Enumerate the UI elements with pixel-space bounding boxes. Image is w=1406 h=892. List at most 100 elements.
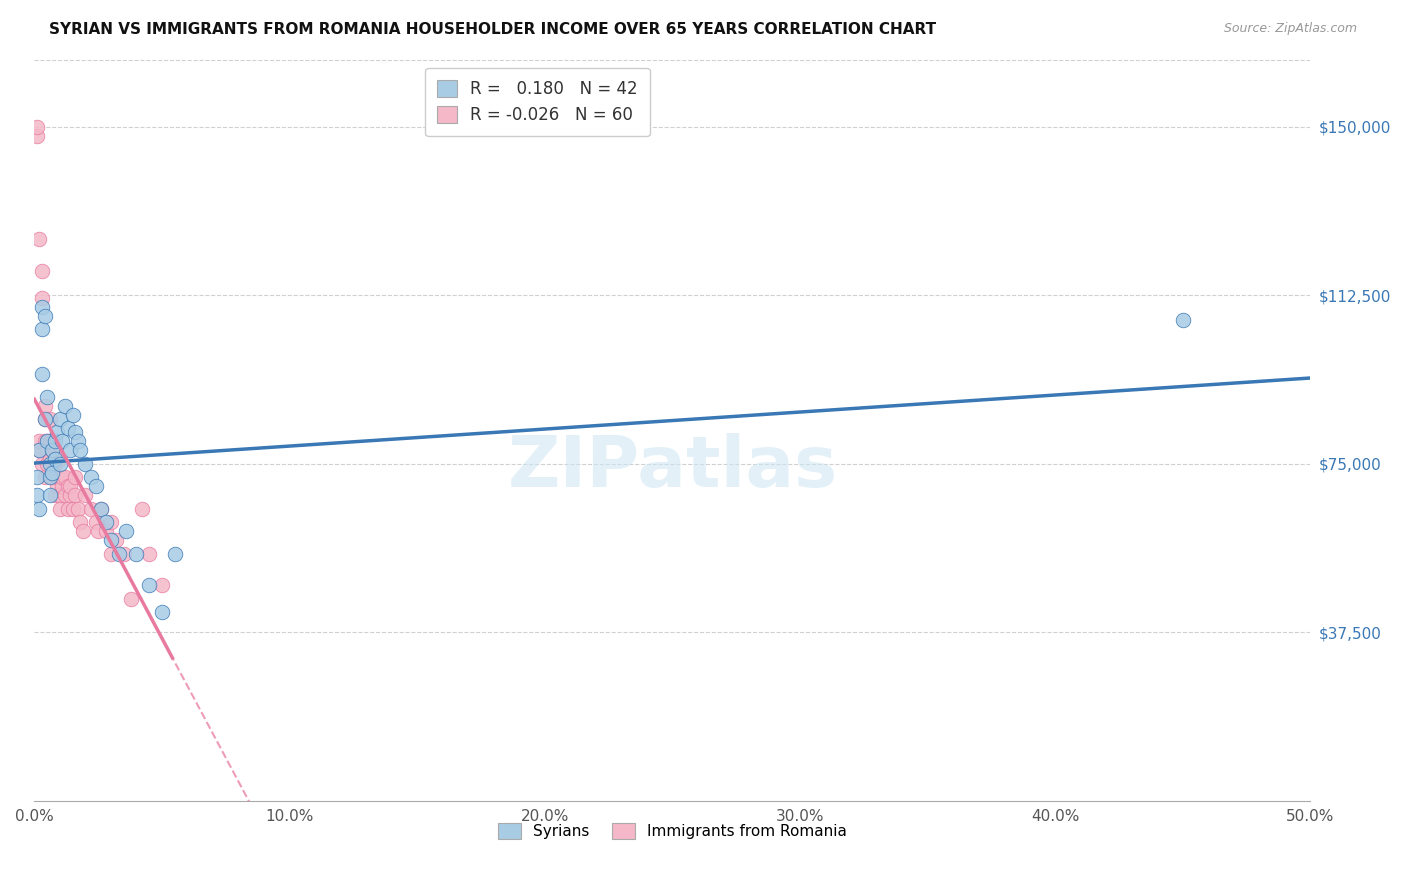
- Point: [53, 488, 76, 502]
- Point: [49, 457, 72, 471]
- Point: [49, 488, 72, 502]
- Point: [59, 479, 82, 493]
- Point: [51, 479, 73, 493]
- Point: [34, 399, 56, 413]
- Point: [28, 232, 51, 246]
- Point: [28, 501, 51, 516]
- Point: [51, 434, 73, 449]
- Point: [28, 443, 51, 458]
- Point: [34, 470, 56, 484]
- Point: [46, 452, 69, 467]
- Point: [44, 488, 66, 502]
- Point: [63, 488, 86, 502]
- Point: [125, 547, 148, 561]
- Point: [75, 457, 97, 471]
- Point: [37, 443, 59, 458]
- Point: [34, 434, 56, 449]
- Point: [63, 425, 86, 440]
- Point: [34, 412, 56, 426]
- Point: [56, 501, 79, 516]
- Point: [94, 524, 117, 539]
- Point: [38, 488, 60, 502]
- Point: [49, 470, 72, 484]
- Legend: Syrians, Immigrants from Romania: Syrians, Immigrants from Romania: [492, 817, 853, 845]
- Point: [63, 470, 86, 484]
- Point: [66, 501, 89, 516]
- Point: [49, 412, 72, 426]
- Point: [150, 578, 173, 592]
- Point: [46, 470, 69, 484]
- Point: [105, 533, 128, 548]
- Point: [38, 452, 60, 467]
- Point: [46, 425, 69, 440]
- Point: [37, 390, 59, 404]
- Point: [115, 524, 138, 539]
- Point: [66, 434, 89, 449]
- Point: [1171, 313, 1194, 327]
- Point: [53, 470, 76, 484]
- Point: [51, 470, 73, 484]
- Point: [79, 470, 101, 484]
- Point: [31, 264, 53, 278]
- Point: [41, 434, 63, 449]
- Point: [72, 524, 94, 539]
- Point: [84, 516, 107, 530]
- Point: [41, 443, 63, 458]
- Point: [44, 434, 66, 449]
- Point: [38, 412, 60, 426]
- Point: [31, 291, 53, 305]
- Point: [69, 516, 91, 530]
- Point: [59, 488, 82, 502]
- Point: [100, 547, 122, 561]
- Point: [59, 443, 82, 458]
- Point: [163, 547, 186, 561]
- Text: ZIPatlas: ZIPatlas: [508, 433, 838, 502]
- Point: [38, 434, 60, 449]
- Text: SYRIAN VS IMMIGRANTS FROM ROMANIA HOUSEHOLDER INCOME OVER 65 YEARS CORRELATION C: SYRIAN VS IMMIGRANTS FROM ROMANIA HOUSEH…: [49, 22, 936, 37]
- Point: [138, 547, 160, 561]
- Point: [37, 434, 59, 449]
- Point: [56, 479, 79, 493]
- Point: [112, 547, 135, 561]
- Point: [90, 501, 112, 516]
- Point: [150, 605, 173, 619]
- Point: [37, 434, 59, 449]
- Point: [25, 488, 48, 502]
- Point: [49, 452, 72, 467]
- Point: [38, 457, 60, 471]
- Point: [87, 524, 110, 539]
- Point: [53, 399, 76, 413]
- Point: [69, 443, 91, 458]
- Point: [28, 434, 51, 449]
- Point: [44, 457, 66, 471]
- Point: [25, 120, 48, 134]
- Point: [100, 533, 122, 548]
- Point: [38, 470, 60, 484]
- Point: [28, 443, 51, 458]
- Point: [75, 488, 97, 502]
- Text: Source: ZipAtlas.com: Source: ZipAtlas.com: [1223, 22, 1357, 36]
- Point: [25, 128, 48, 143]
- Point: [79, 501, 101, 516]
- Point: [56, 421, 79, 435]
- Point: [34, 412, 56, 426]
- Point: [100, 516, 122, 530]
- Point: [46, 479, 69, 493]
- Point: [94, 516, 117, 530]
- Point: [31, 322, 53, 336]
- Point: [44, 470, 66, 484]
- Point: [41, 443, 63, 458]
- Point: [37, 457, 59, 471]
- Point: [41, 470, 63, 484]
- Point: [44, 443, 66, 458]
- Point: [84, 479, 107, 493]
- Point: [49, 501, 72, 516]
- Point: [34, 309, 56, 323]
- Point: [31, 300, 53, 314]
- Point: [138, 578, 160, 592]
- Point: [25, 470, 48, 484]
- Point: [107, 547, 129, 561]
- Point: [120, 591, 142, 606]
- Point: [31, 367, 53, 381]
- Point: [41, 466, 63, 480]
